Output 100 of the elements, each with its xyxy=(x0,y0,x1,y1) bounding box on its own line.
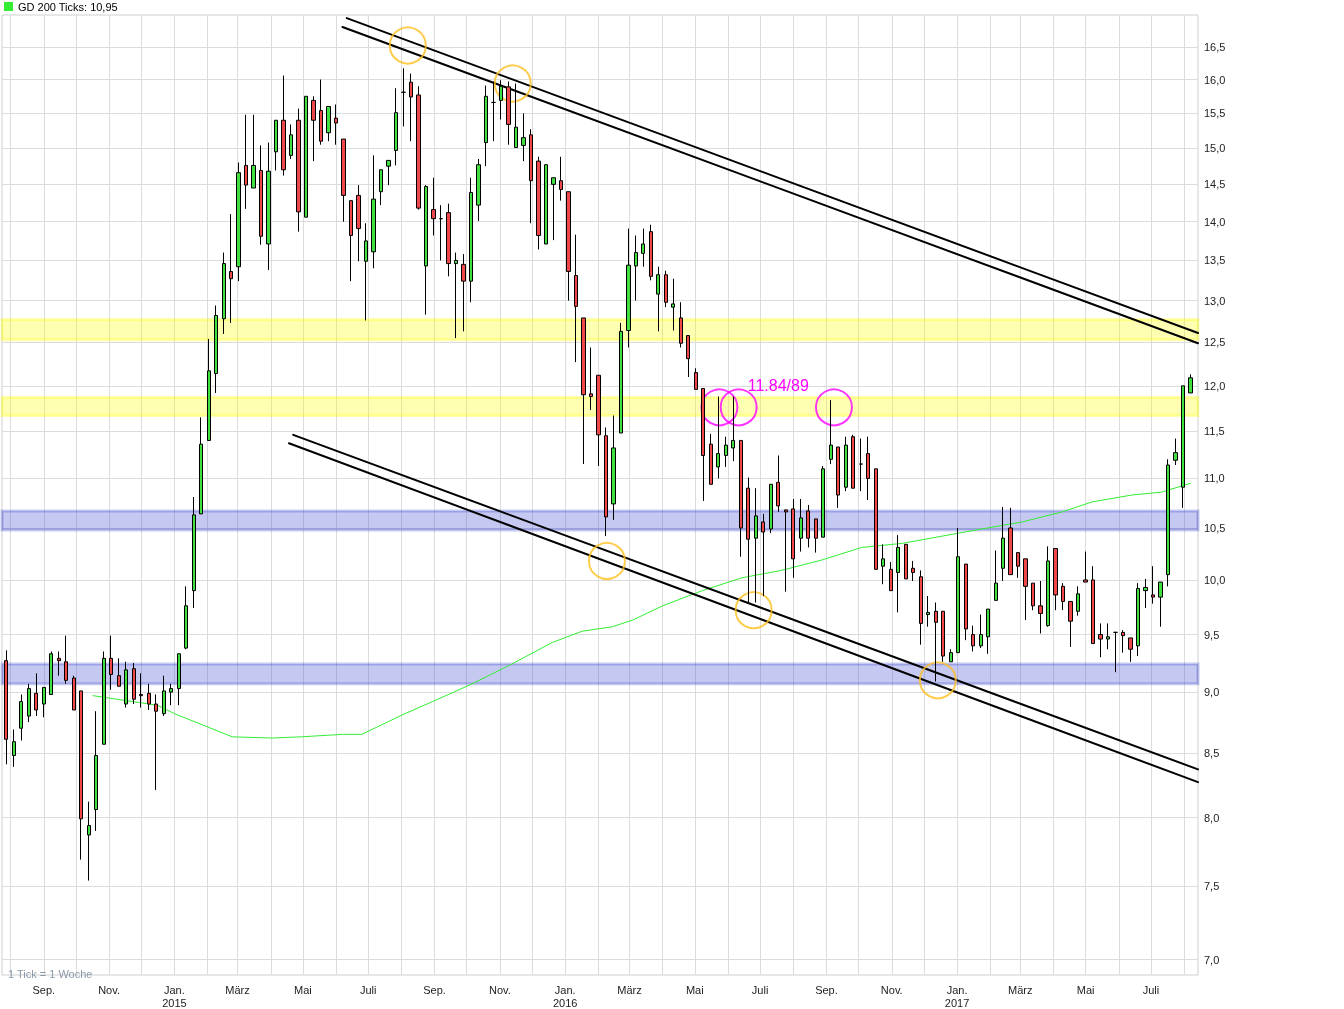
annotation: 11.84/89 xyxy=(747,376,809,394)
candlestick xyxy=(319,79,323,146)
candlestick xyxy=(1008,507,1013,576)
candlestick xyxy=(454,252,458,339)
point xyxy=(388,26,427,65)
candlestick xyxy=(506,81,511,146)
candlestick xyxy=(574,234,578,363)
candlestick xyxy=(844,436,848,492)
candlestick xyxy=(889,561,893,592)
candlestick xyxy=(1091,565,1095,645)
x-tick-label: Jan. 2017 xyxy=(944,983,970,1009)
candlestick xyxy=(1068,600,1073,648)
x-tick-label: März xyxy=(225,983,250,996)
candlestick xyxy=(1143,578,1148,609)
candlestick xyxy=(514,83,518,149)
candlestick xyxy=(394,87,398,166)
candlestick xyxy=(956,527,960,654)
candlestick xyxy=(274,119,278,171)
candlestick xyxy=(874,468,878,570)
candlestick xyxy=(154,693,158,791)
candlestick xyxy=(859,438,863,492)
y-tick-label: 9,0 xyxy=(1204,686,1220,699)
candlestick xyxy=(484,85,488,167)
candlestick xyxy=(716,396,720,479)
candlestick xyxy=(266,142,271,271)
candlestick xyxy=(904,543,908,580)
candlestick xyxy=(919,569,923,646)
x-tick-label: Nov. xyxy=(880,983,903,996)
candlestick xyxy=(664,270,668,308)
candlestick xyxy=(656,266,660,332)
candlestick xyxy=(42,686,46,718)
candlestick xyxy=(1076,585,1080,617)
candlestick xyxy=(169,683,173,706)
x-tick-label: Jan. 2015 xyxy=(162,983,187,1009)
point xyxy=(918,661,957,700)
legend-label: GD 200 Ticks: 10,95 xyxy=(18,0,118,13)
candlestick xyxy=(964,563,968,641)
x-tick-label: Sep. xyxy=(32,983,56,996)
candlestick xyxy=(229,213,233,324)
candlestick xyxy=(424,184,428,316)
candlestick xyxy=(139,672,143,709)
candlestick xyxy=(79,690,83,861)
candlestick xyxy=(754,487,758,604)
y-tick-label: 14,5 xyxy=(1204,178,1226,191)
y-tick-label: 12,0 xyxy=(1204,379,1226,392)
candlestick xyxy=(1053,547,1058,611)
candlestick xyxy=(49,651,53,695)
candlestick xyxy=(416,85,421,211)
x-tick-label: Jan. 2016 xyxy=(552,983,578,1009)
candlestick xyxy=(611,415,616,521)
candlestick xyxy=(446,203,451,277)
candlestick xyxy=(1106,622,1110,650)
candlestick xyxy=(431,177,436,236)
candlestick xyxy=(926,595,930,628)
candlestick xyxy=(1136,582,1140,657)
x-tick-label: Juli xyxy=(359,983,377,996)
candlestick xyxy=(836,446,840,509)
y-tick-label: 8,0 xyxy=(1204,811,1220,824)
candlestick xyxy=(34,672,38,717)
candlestick xyxy=(626,228,631,348)
x-tick-label: Sep. xyxy=(815,983,838,996)
candlestick xyxy=(132,662,136,705)
candlestick xyxy=(671,278,675,332)
candlestick xyxy=(979,614,983,649)
candlestick xyxy=(94,710,98,832)
candlestick xyxy=(311,95,316,162)
x-tick-label: Juli xyxy=(751,983,769,996)
candlestick xyxy=(1166,458,1170,587)
candlestick xyxy=(162,675,166,717)
point xyxy=(814,388,853,427)
candlestick xyxy=(971,625,975,652)
y-tick-label: 13,5 xyxy=(1204,254,1226,267)
candlestick xyxy=(769,483,773,534)
candlestick xyxy=(724,436,728,468)
candlestick xyxy=(746,477,750,604)
y-tick-label: 10,0 xyxy=(1204,573,1226,586)
candlestick xyxy=(1128,637,1133,663)
candlestick xyxy=(814,518,818,554)
annotation: 1 Tick = 1 Woche xyxy=(8,967,93,980)
x-tick-label: Mai xyxy=(685,983,704,996)
candlestick xyxy=(829,399,833,465)
candlestick xyxy=(784,509,788,593)
candlestick xyxy=(581,317,586,465)
candlestick xyxy=(1061,582,1065,611)
candlestick xyxy=(109,635,113,691)
candlestick xyxy=(686,335,690,378)
y-tick-label: 12,5 xyxy=(1204,336,1226,349)
x-tick-label: Nov. xyxy=(98,983,120,996)
candlestick xyxy=(491,81,496,142)
candlestick xyxy=(222,252,226,335)
candlestick xyxy=(949,648,953,663)
candlestick xyxy=(379,169,383,206)
candlestick xyxy=(476,158,481,222)
candlestick xyxy=(589,346,593,411)
candlestick xyxy=(1158,581,1163,628)
candlestick xyxy=(184,585,188,650)
candlestick xyxy=(1113,631,1118,673)
y-tick-label: 11,0 xyxy=(1204,472,1225,485)
candlestick xyxy=(1016,552,1020,579)
candlestick xyxy=(214,305,218,394)
